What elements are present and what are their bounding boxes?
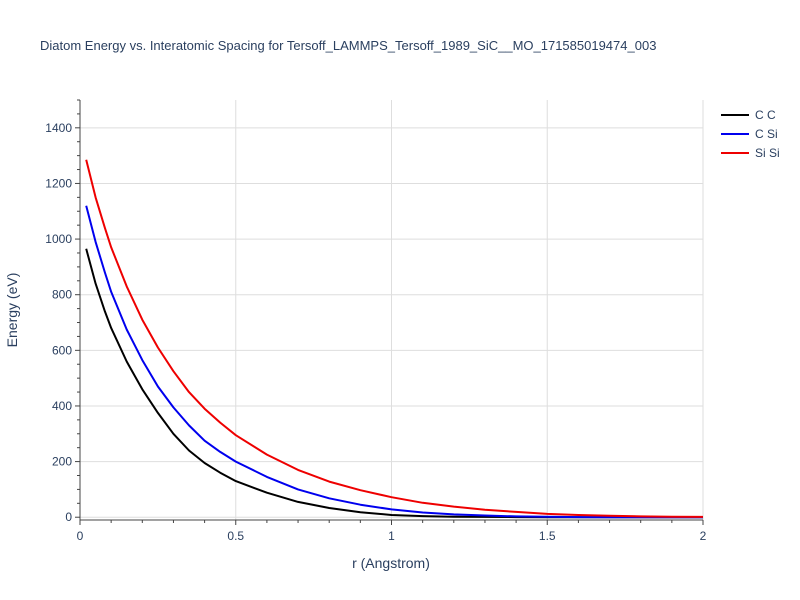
x-tick-label: 2 (700, 529, 707, 543)
x-tick-label: 0 (77, 529, 84, 543)
x-tick-label: 1.5 (539, 529, 556, 543)
y-axis-title: Energy (eV) (4, 273, 20, 348)
legend[interactable]: C C C Si Si Si (721, 108, 780, 160)
legend-label[interactable]: C C (755, 108, 776, 122)
series-line (85, 159, 704, 518)
y-tick-label: 0 (65, 510, 72, 524)
y-tick-label: 200 (52, 455, 72, 469)
x-axis-title: r (Angstrom) (352, 555, 430, 571)
axes: 0 0.5 1 1.5 2 0 200 400 600 800 1000 1200 1400 (45, 99, 707, 543)
y-tick-label: 1000 (45, 232, 72, 246)
y-tick-label: 600 (52, 343, 72, 357)
legend-label[interactable]: Si Si (755, 146, 780, 160)
x-tick-label: 1 (388, 529, 395, 543)
chart-title: Diatom Energy vs. Interatomic Spacing fo… (40, 38, 656, 53)
series-lines (85, 159, 704, 519)
series-line (85, 205, 703, 519)
y-tick-label: 1400 (45, 121, 72, 135)
x-tick-label: 0.5 (227, 529, 244, 543)
grid-lines (80, 100, 704, 520)
legend-label[interactable]: C Si (755, 127, 778, 141)
y-tick-label: 1200 (45, 176, 72, 190)
y-tick-label: 400 (52, 399, 72, 413)
y-tick-label: 800 (52, 288, 72, 302)
